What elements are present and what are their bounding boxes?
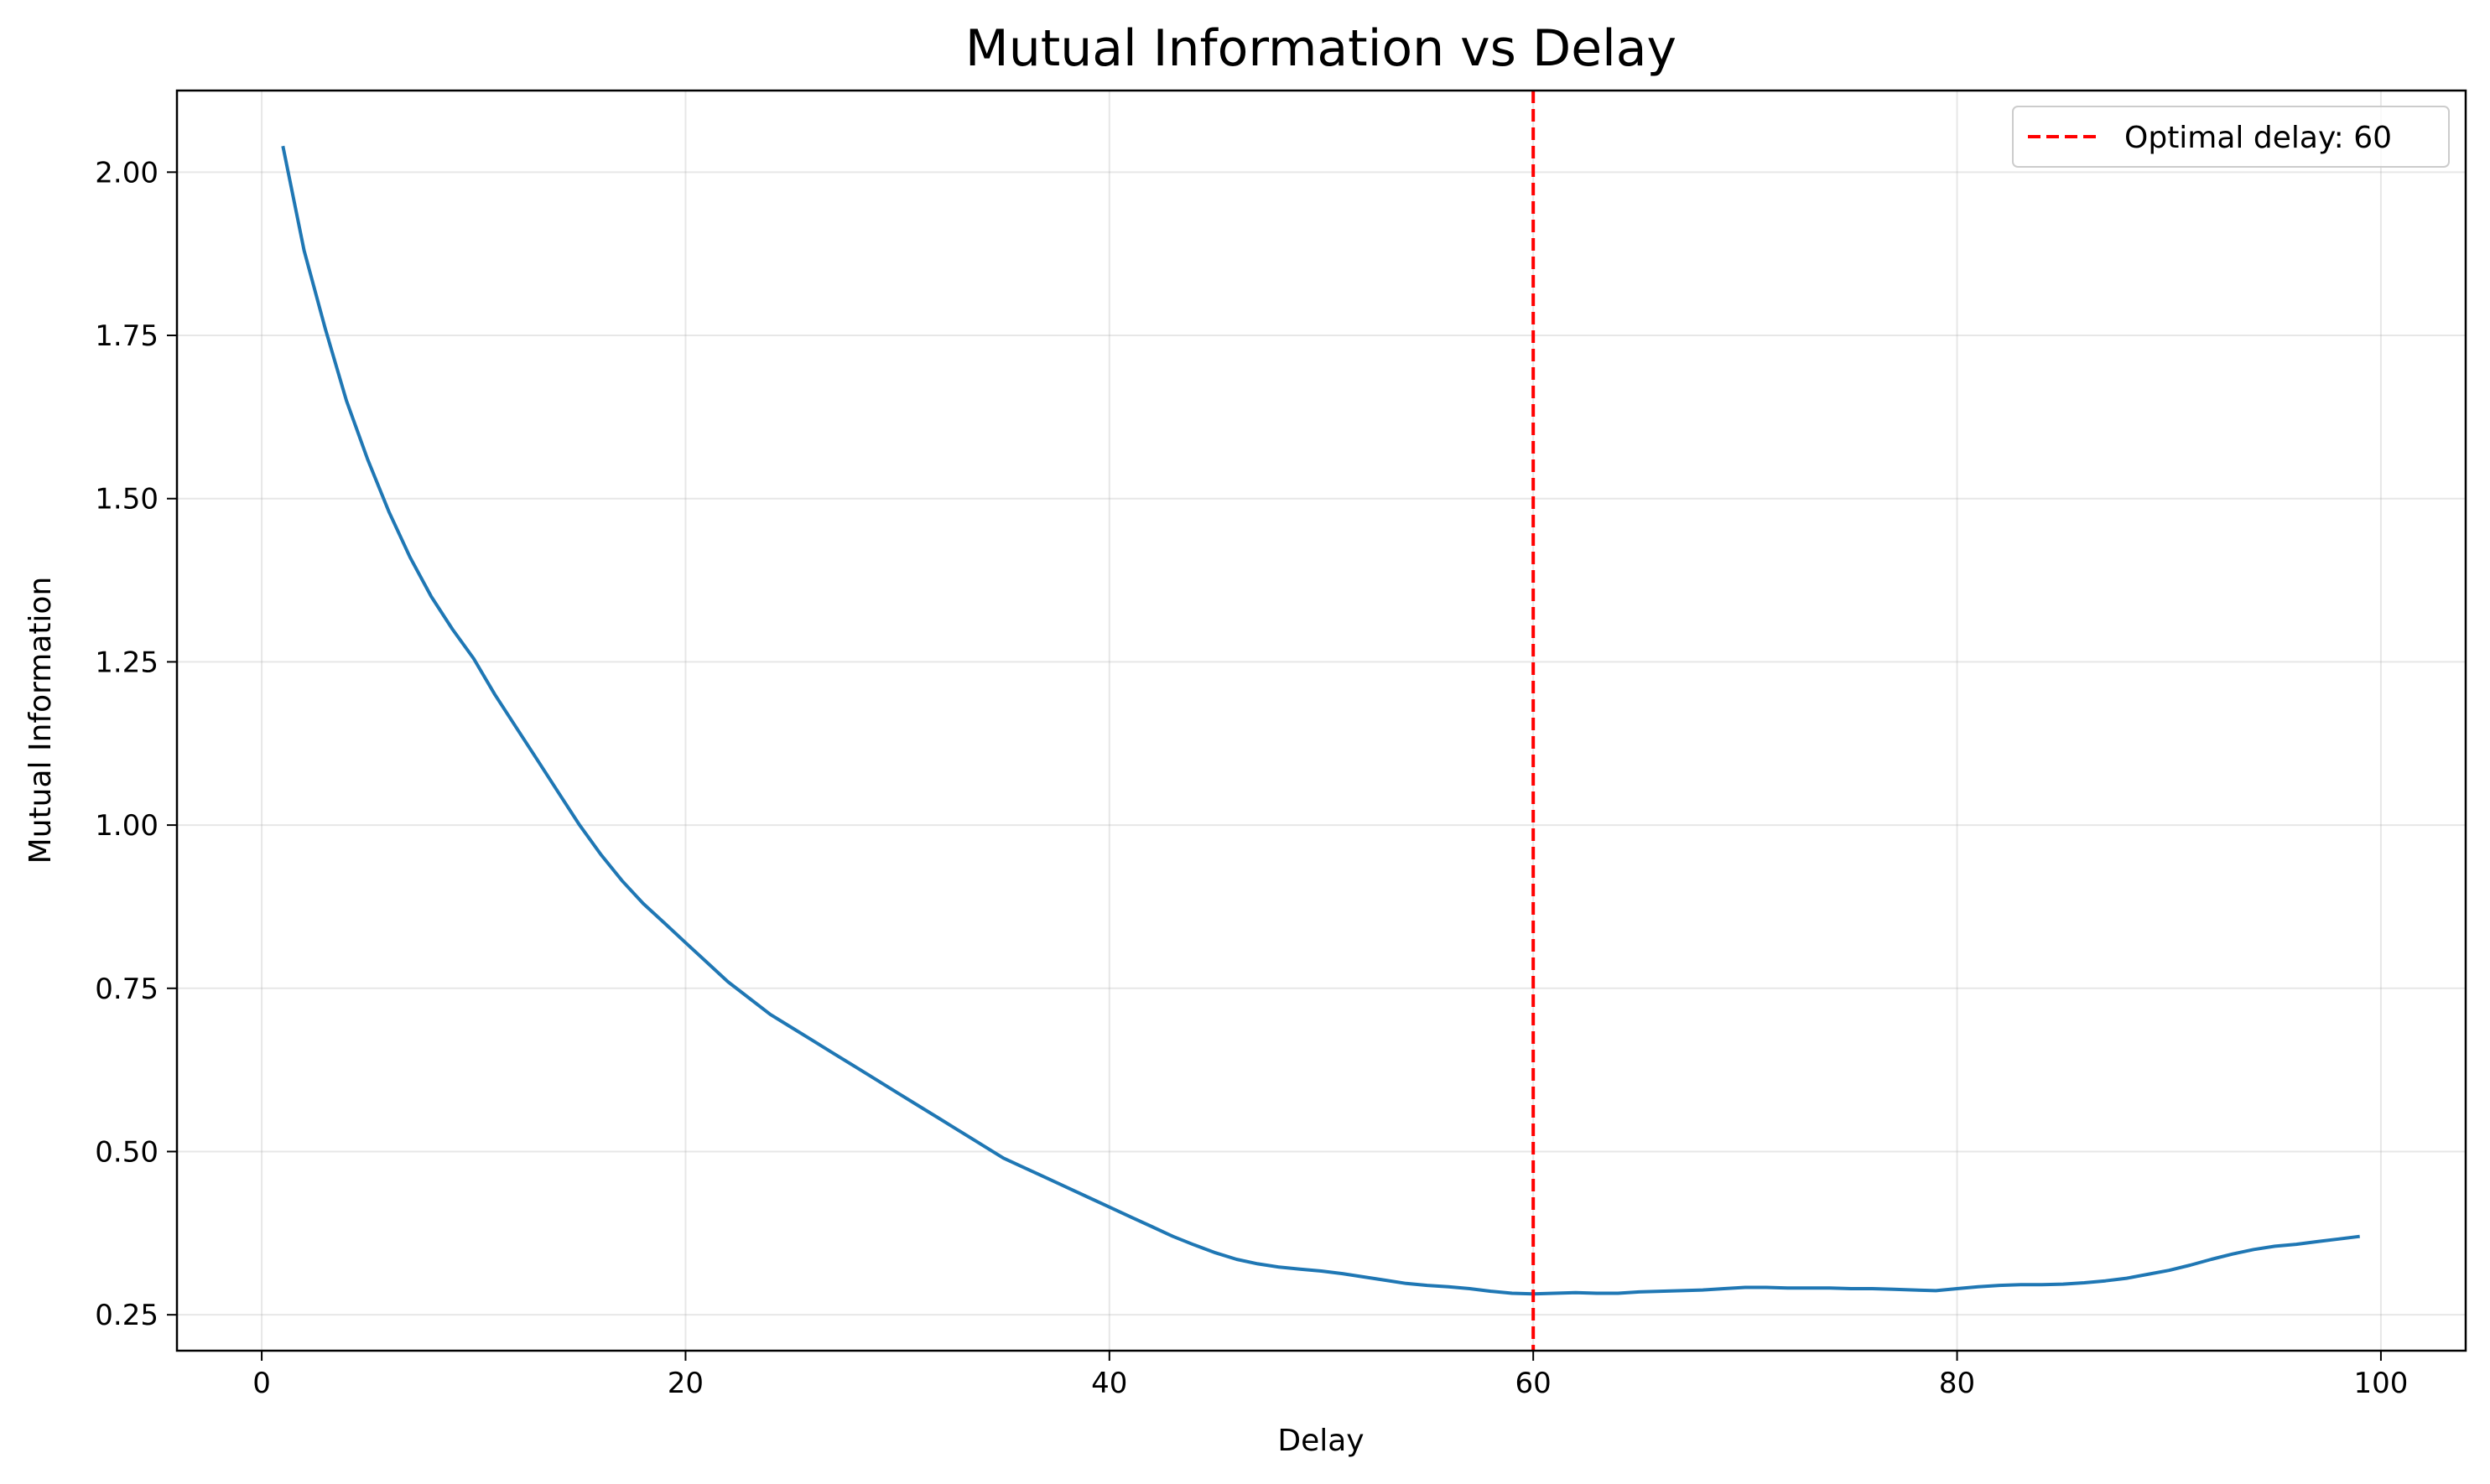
y-tick-label: 1.25 xyxy=(95,646,159,679)
y-axis-label: Mutual Information xyxy=(23,577,58,864)
legend: Optimal delay: 60 xyxy=(2012,106,2450,168)
y-tick-label: 2.00 xyxy=(95,156,159,189)
chart-title: Mutual Information vs Delay xyxy=(965,19,1676,78)
y-tick-label: 0.25 xyxy=(95,1299,159,1332)
x-axis-label: Delay xyxy=(1277,1424,1364,1458)
y-tick-label: 0.50 xyxy=(95,1135,159,1169)
axes-frame xyxy=(175,89,2467,1352)
y-tick-label: 1.00 xyxy=(95,809,159,843)
y-tick-label: 1.75 xyxy=(95,319,159,353)
x-tick-label: 40 xyxy=(1091,1367,1127,1400)
y-tick-label: 0.75 xyxy=(95,973,159,1006)
x-tick-label: 100 xyxy=(2353,1367,2408,1400)
ticks: 0 20 40 60 80 100 0.25 0.50 0.75 1.00 1.25 1.50 1.75… xyxy=(95,156,2408,1400)
legend-box xyxy=(2012,106,2450,168)
x-tick-label: 80 xyxy=(1939,1367,1975,1400)
x-tick-label: 60 xyxy=(1515,1367,1552,1400)
y-tick-label: 1.50 xyxy=(95,483,159,516)
series-line-mutual-information xyxy=(281,145,2360,1296)
grid xyxy=(177,91,2466,1351)
x-tick-label: 20 xyxy=(668,1367,704,1400)
x-tick-label: 0 xyxy=(252,1367,271,1400)
legend-label-optimal-delay: Optimal delay: 60 xyxy=(2124,121,2392,155)
plot-area xyxy=(281,91,2360,1351)
